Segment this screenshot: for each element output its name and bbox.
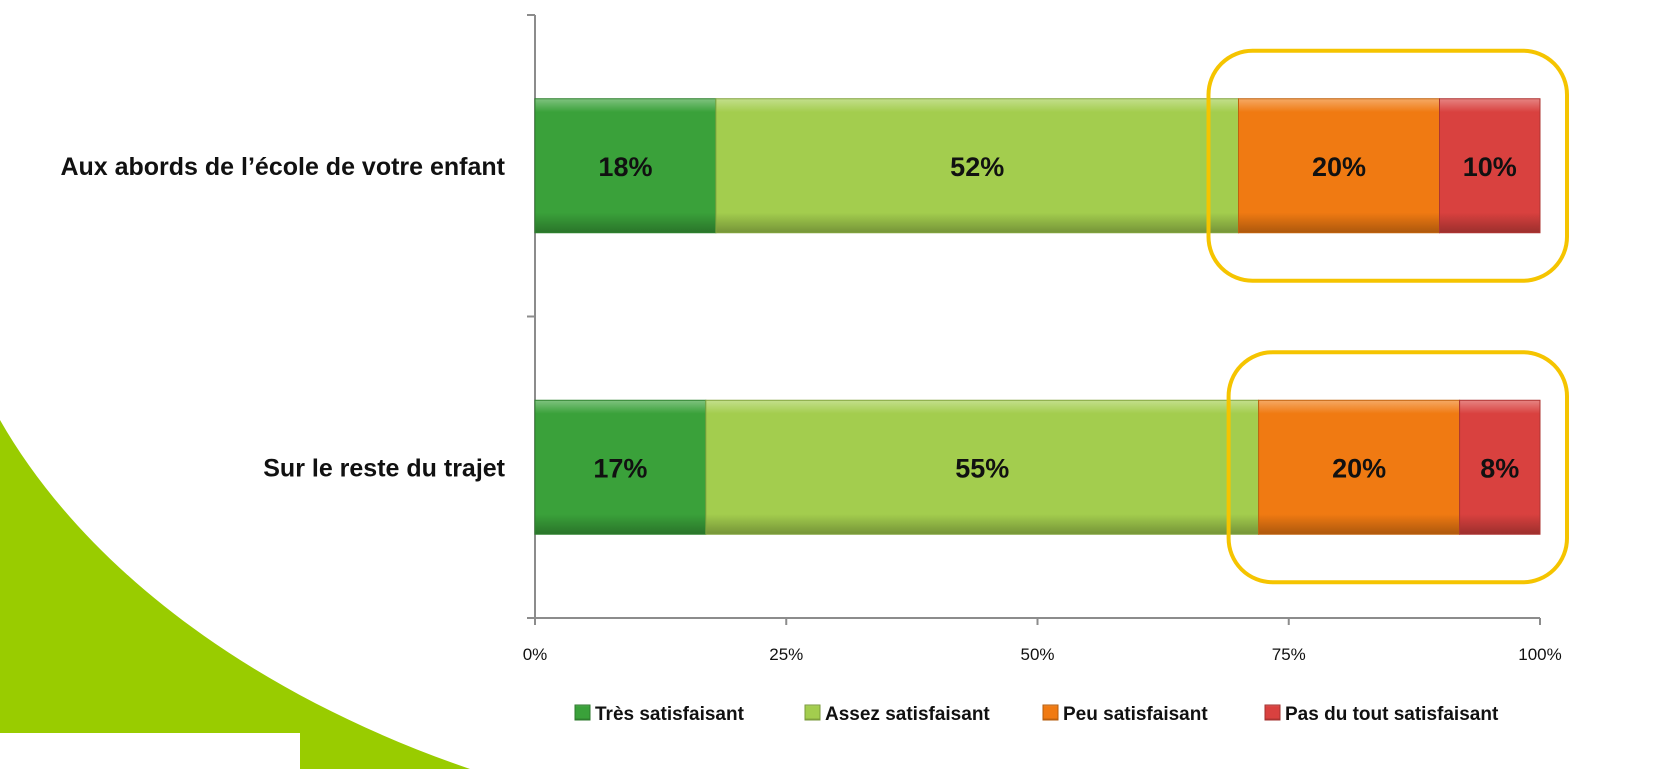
highlight-boxes — [1206, 48, 1569, 585]
bar-segment — [1238, 98, 1440, 234]
x-tick-label: 75% — [1272, 645, 1306, 664]
legend-swatch — [574, 704, 591, 721]
data-label: 10% — [1463, 152, 1517, 182]
highlight-box — [1206, 48, 1569, 283]
green-swoosh-shape — [0, 420, 470, 769]
legend-swatch — [1264, 704, 1281, 721]
legend-swatch — [804, 704, 821, 721]
bar-segment — [715, 98, 1239, 234]
highlight-box — [1226, 350, 1569, 585]
x-tick-label: 50% — [1020, 645, 1054, 664]
bar-segment — [1258, 399, 1461, 535]
data-label: 55% — [955, 453, 1009, 483]
legend-swatch — [1042, 704, 1059, 721]
bar-segment — [1459, 399, 1541, 535]
data-label: 20% — [1312, 152, 1366, 182]
legend-label: Peu satisfaisant — [1063, 704, 1208, 725]
x-tick-label: 25% — [769, 645, 803, 664]
data-label: 18% — [598, 152, 652, 182]
category-label: Aux abords de l’école de votre enfant — [60, 153, 505, 181]
data-label: 20% — [1332, 453, 1386, 483]
x-tick-label: 100% — [1518, 645, 1561, 664]
axes: 0% 25% 50% 75% 100% Aux abords de l’école de … — [60, 14, 1562, 664]
legend-label: Pas du tout satisfaisant — [1285, 704, 1499, 725]
data-label: 52% — [950, 152, 1004, 182]
bars: 18% 52% 20% 10% 17% 55% 20% 8% — [534, 98, 1541, 535]
white-panel — [0, 733, 300, 769]
bar-segment — [705, 399, 1260, 535]
legend: Très satisfaisant Assez satisfaisant Peu s… — [574, 704, 1499, 725]
legend-label: Très satisfaisant — [595, 704, 745, 725]
legend-label: Assez satisfaisant — [825, 704, 990, 725]
data-label: 8% — [1480, 453, 1519, 483]
bar-segment — [534, 399, 707, 535]
bar-segment — [534, 98, 717, 234]
data-label: 17% — [593, 453, 647, 483]
category-label: Sur le reste du trajet — [263, 454, 505, 482]
bar-segment — [1439, 98, 1541, 234]
x-tick-label: 0% — [523, 645, 548, 664]
